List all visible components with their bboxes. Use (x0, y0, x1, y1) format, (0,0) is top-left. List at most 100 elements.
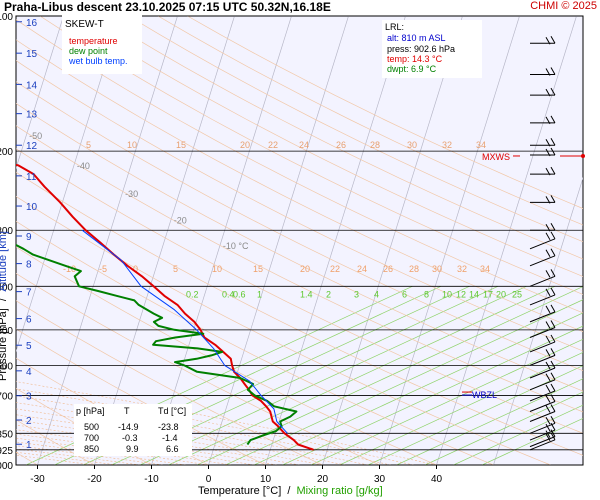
dry-adiabat-label: -10 (63, 264, 76, 274)
axis-labels: MXWSWBZL10020030040050060070085092510001… (0, 12, 585, 485)
pressure-tick-label: 100 (0, 12, 13, 23)
table-cell: 850 (84, 444, 100, 454)
isotherm-line (37, 16, 178, 465)
isotherm-line (493, 176, 583, 465)
isotherm-label: -10 °C (223, 241, 249, 251)
altitude-tick-label: 2 (26, 416, 32, 427)
altitude-tick-label: 6 (26, 315, 32, 326)
temperature-tick-label: -20 (87, 474, 102, 485)
copyright-text: CHMI © 2025 (530, 0, 597, 12)
temperature-tick-label: 20 (317, 474, 329, 485)
mixing-ratio-line (424, 391, 583, 465)
wind-barb-icon (529, 404, 556, 422)
temperature-tick-label: 10 (260, 474, 272, 485)
mixing-ratio-line (396, 378, 583, 465)
wbzl-label: WBZL (472, 390, 497, 400)
pressure-tick-label: 400 (0, 282, 13, 293)
wind-barb-icon (529, 248, 556, 267)
isotherm-line (16, 16, 64, 170)
legend-dew-point: dew point (69, 46, 108, 56)
dry-adiabat-label: 32 (457, 264, 467, 274)
mixing-ratio-label: 25 (512, 290, 522, 300)
mixing-ratio-label: 0.4 (222, 290, 235, 300)
y-axis-label-altitude: Altitude [km] (0, 231, 9, 292)
altitude-tick-label: 10 (26, 202, 38, 213)
wind-barb-icon (530, 36, 556, 45)
altitude-tick-label: 4 (26, 367, 32, 378)
mixing-ratio-label: 20 (496, 290, 506, 300)
mixing-ratio-line (168, 286, 556, 465)
temperature-tick-label: -30 (30, 474, 45, 485)
dry-adiabat (128, 16, 583, 243)
mixing-ratio-line (139, 286, 527, 465)
dry-adiabat-label: 5 (173, 264, 178, 274)
dry-adiabat (16, 60, 583, 352)
wind-barb-icon (530, 115, 556, 125)
dry-adiabat (16, 19, 583, 314)
series-line-dew-point (16, 243, 298, 446)
wind-barb-icon (530, 137, 556, 147)
profile-lines (16, 163, 314, 451)
saturated-adiabat-label: 30 (407, 140, 417, 150)
mxws-label: MXWS (482, 152, 510, 162)
wind-barb-icon (529, 432, 556, 451)
altitude-tick-label: 3 (26, 392, 32, 403)
altitude-tick-label: 13 (26, 110, 38, 121)
table-cell: 500 (84, 422, 100, 432)
pressure-tick-label: 600 (0, 361, 13, 372)
table-cell: -0.3 (122, 433, 138, 443)
dry-adiabat-label: 26 (383, 264, 393, 274)
dry-adiabat-label: 15 (253, 264, 263, 274)
wind-barb-icon (529, 269, 556, 287)
dry-adiabat (157, 16, 583, 226)
dry-adiabat (16, 148, 583, 434)
chart-title: Praha-Libus descent 23.10.2025 07:15 UTC… (4, 0, 331, 14)
pressure-tick-label: 300 (0, 226, 13, 237)
x-axis-label: Temperature [°C] / Mixing ratio [g/kg] (198, 485, 383, 497)
temperature-tick-label: -10 (144, 474, 159, 485)
table-header-t: T (124, 406, 130, 416)
mixing-ratio-label: 3 (354, 290, 359, 300)
mxws-dot (581, 153, 585, 158)
isotherm-line (265, 16, 406, 465)
wind-barb-icon (529, 372, 556, 391)
mixing-ratio-line (453, 404, 583, 465)
saturated-adiabat-label: 22 (268, 140, 278, 150)
saturated-adiabat-label: 5 (86, 140, 91, 150)
dry-adiabat (98, 16, 583, 260)
table-cell: -1.4 (162, 433, 178, 443)
dry-adiabat-label: 20 (300, 264, 310, 274)
saturated-adiabat (16, 381, 437, 465)
wind-barb-icon (529, 416, 556, 434)
mixing-ratio-label: 17 (483, 290, 493, 300)
wind-barb-icon (529, 383, 556, 402)
isotherm-line (151, 16, 292, 465)
saturated-adiabat (16, 402, 369, 465)
mixing-ratio-label: 2 (326, 290, 331, 300)
wind-barb-icon (530, 147, 556, 157)
dry-adiabat-label: 28 (409, 264, 419, 274)
altitude-tick-label: 16 (26, 18, 38, 29)
levels-table: p [hPa] T Td [°C] 500 -14.9 -23.8 700 -0… (74, 404, 192, 456)
temperature-tick-label: 40 (431, 474, 443, 485)
saturated-adiabat-label: 28 (370, 140, 380, 150)
grid-labels: -80 °C-70-60-50-40-30-20-10 °C5101520222… (29, 131, 522, 300)
dry-adiabat-label: -5 (99, 264, 107, 274)
x-axis-label-sep: / (287, 485, 291, 497)
table-cell: -14.9 (118, 422, 139, 432)
isotherm-line (94, 16, 235, 465)
mixing-ratio-label: 10 (442, 290, 452, 300)
dry-adiabat-label: 10 (212, 264, 222, 274)
mixing-ratio-label: 4 (374, 290, 379, 300)
mixing-ratio-label: 0.2 (186, 290, 199, 300)
pressure-tick-label: 925 (0, 446, 13, 457)
table-header-p: p [hPa] (76, 406, 105, 416)
mixing-ratio-line (225, 299, 583, 465)
temperature-tick-label: 0 (206, 474, 212, 485)
mixing-ratio-label: 6 (402, 290, 407, 300)
mixing-ratio-label: 0.6 (233, 290, 246, 300)
legend-wet-bulb: wet bulb temp. (69, 56, 128, 66)
dry-adiabat-label: 30 (432, 264, 442, 274)
lrl-title: LRL: (385, 22, 405, 32)
